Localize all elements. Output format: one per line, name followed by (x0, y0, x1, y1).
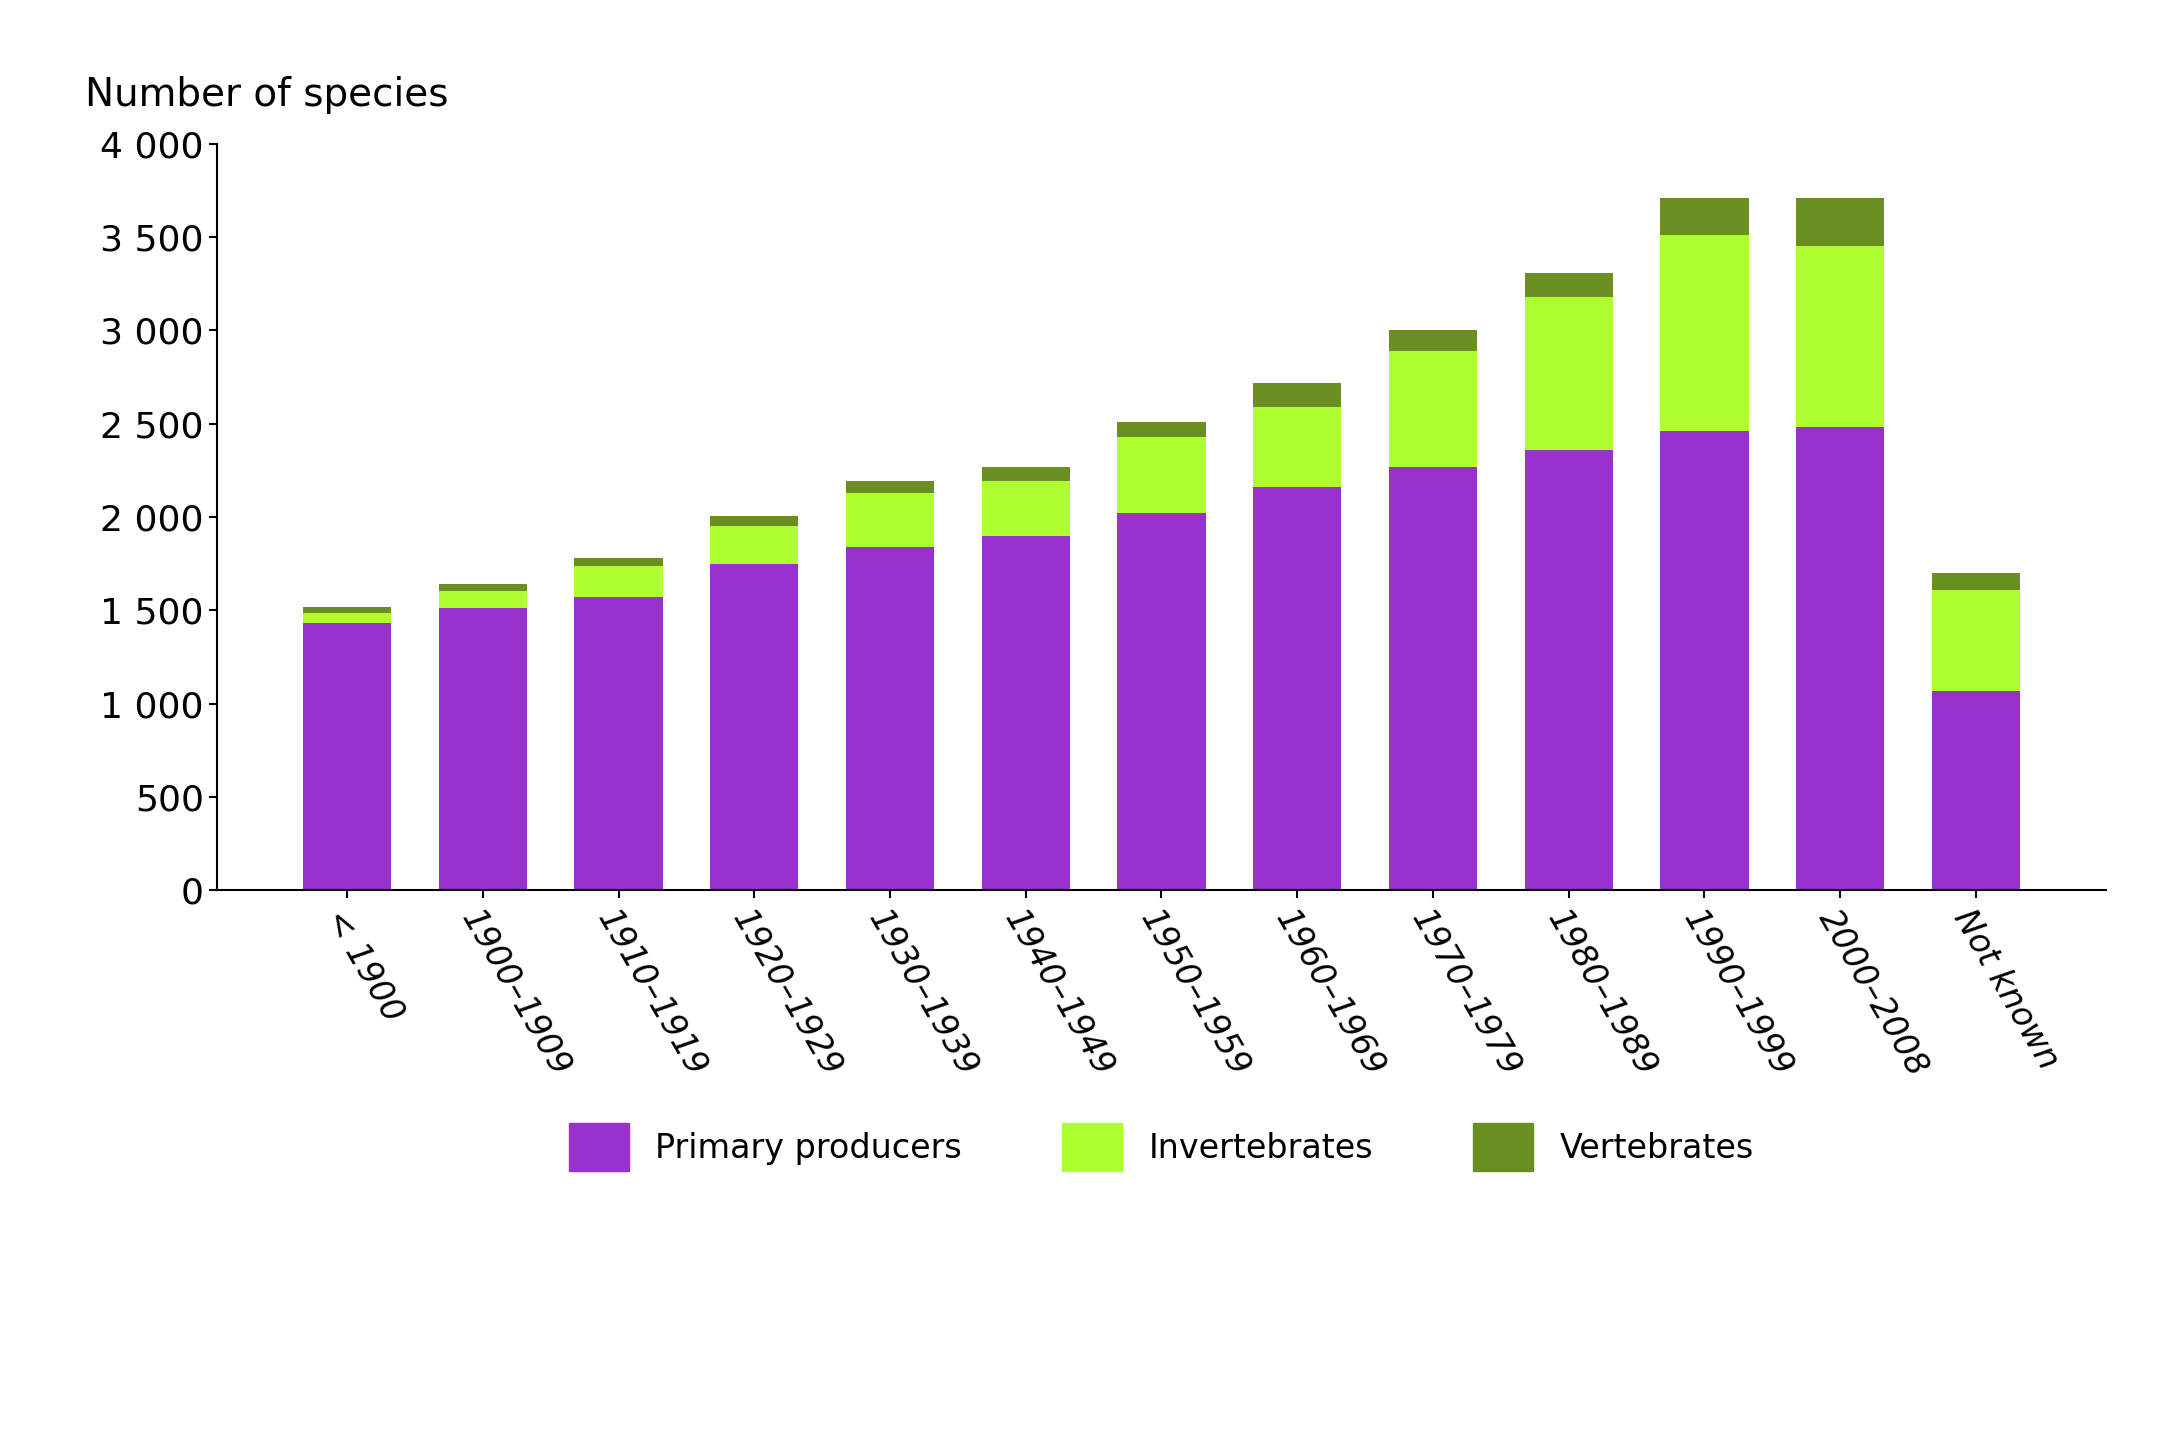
Bar (1524, 449, 1613, 890)
Bar (439, 584, 528, 590)
Bar (1118, 422, 1205, 437)
Bar (1932, 590, 2019, 691)
Bar (575, 566, 662, 597)
Bar (847, 481, 934, 493)
Legend: Primary producers, Invertebrates, Vertebrates: Primary producers, Invertebrates, Verteb… (551, 1107, 1772, 1188)
Bar (575, 597, 662, 890)
Bar (439, 590, 528, 609)
Bar (1253, 406, 1342, 487)
Bar (1932, 573, 2019, 590)
Bar (710, 563, 799, 890)
Bar (1795, 428, 1884, 890)
Bar (1118, 437, 1205, 513)
Bar (847, 547, 934, 890)
Bar (1118, 513, 1205, 890)
Bar (1389, 330, 1476, 350)
Bar (304, 623, 391, 890)
Bar (1253, 383, 1342, 406)
Bar (847, 493, 934, 547)
Bar (439, 609, 528, 890)
Bar (1661, 431, 1748, 890)
Bar (1389, 467, 1476, 890)
Bar (304, 607, 391, 613)
Bar (1253, 487, 1342, 890)
Bar (304, 613, 391, 623)
Text: Number of species: Number of species (85, 76, 449, 113)
Bar (1389, 350, 1476, 467)
Bar (1524, 297, 1613, 449)
Bar (1932, 691, 2019, 890)
Bar (1795, 198, 1884, 246)
Bar (981, 536, 1070, 890)
Bar (575, 559, 662, 566)
Bar (1661, 236, 1748, 431)
Bar (710, 526, 799, 563)
Bar (981, 481, 1070, 536)
Bar (1661, 198, 1748, 236)
Bar (1524, 273, 1613, 297)
Bar (1795, 246, 1884, 428)
Bar (981, 468, 1070, 481)
Bar (710, 516, 799, 526)
